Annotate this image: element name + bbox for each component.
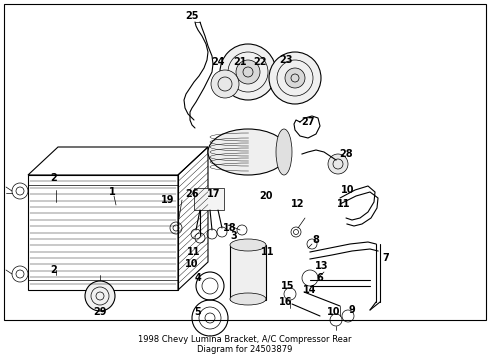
Text: 16: 16 xyxy=(279,297,293,307)
Text: 23: 23 xyxy=(279,55,293,65)
Text: 26: 26 xyxy=(185,189,199,199)
Circle shape xyxy=(328,154,348,174)
Text: 21: 21 xyxy=(233,57,247,67)
Ellipse shape xyxy=(230,239,266,251)
Circle shape xyxy=(236,60,260,84)
Bar xyxy=(28,175,178,290)
Bar xyxy=(4,4,486,320)
Text: 7: 7 xyxy=(383,253,390,263)
Text: 19: 19 xyxy=(161,195,175,205)
Text: 15: 15 xyxy=(281,281,295,291)
Text: 14: 14 xyxy=(303,285,317,295)
Circle shape xyxy=(285,68,305,88)
Text: 3: 3 xyxy=(231,231,237,241)
Text: 25: 25 xyxy=(185,11,199,21)
Text: 11: 11 xyxy=(261,247,275,257)
Text: 10: 10 xyxy=(185,259,199,269)
Text: 2: 2 xyxy=(50,265,57,275)
Text: 9: 9 xyxy=(348,305,355,315)
Bar xyxy=(230,245,266,300)
Polygon shape xyxy=(194,188,224,210)
Text: 1998 Chevy Lumina Bracket, A/C Compressor Rear: 1998 Chevy Lumina Bracket, A/C Compresso… xyxy=(138,336,352,345)
Text: 11: 11 xyxy=(187,247,201,257)
Text: 13: 13 xyxy=(315,261,329,271)
Text: 4: 4 xyxy=(195,273,201,283)
Ellipse shape xyxy=(230,293,266,305)
Circle shape xyxy=(211,70,239,98)
Circle shape xyxy=(269,52,321,104)
Text: 28: 28 xyxy=(339,149,353,159)
Text: 6: 6 xyxy=(317,273,323,283)
Circle shape xyxy=(220,44,276,100)
Text: 22: 22 xyxy=(253,57,267,67)
Circle shape xyxy=(85,281,115,311)
Text: 17: 17 xyxy=(207,189,221,199)
Text: 18: 18 xyxy=(223,223,237,233)
Text: 24: 24 xyxy=(211,57,225,67)
Text: 10: 10 xyxy=(327,307,341,317)
Text: 12: 12 xyxy=(291,199,305,209)
Text: 2: 2 xyxy=(50,173,57,183)
Text: 29: 29 xyxy=(93,307,107,317)
Ellipse shape xyxy=(276,129,292,175)
Ellipse shape xyxy=(208,129,288,175)
Text: 27: 27 xyxy=(301,117,315,127)
Text: Diagram for 24503879: Diagram for 24503879 xyxy=(197,346,293,355)
Text: 8: 8 xyxy=(313,235,319,245)
Text: 1: 1 xyxy=(109,187,115,197)
Text: 5: 5 xyxy=(195,307,201,317)
Text: 20: 20 xyxy=(259,191,273,201)
Text: 11: 11 xyxy=(337,199,351,209)
Text: 10: 10 xyxy=(341,185,355,195)
